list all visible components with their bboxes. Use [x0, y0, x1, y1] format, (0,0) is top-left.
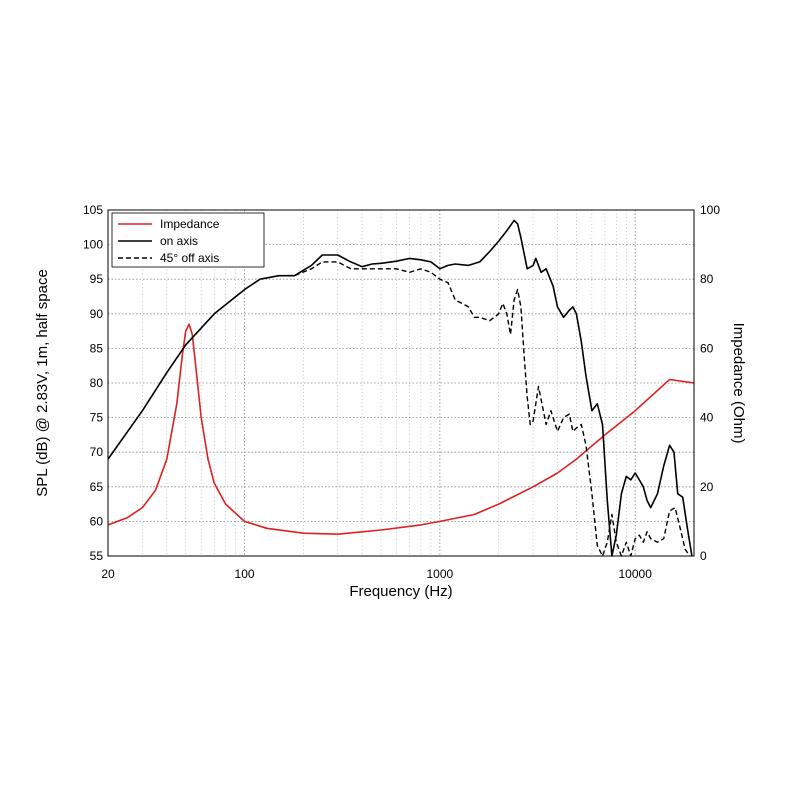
- series-line-45-off-axis: [278, 261, 691, 557]
- y-tick-label: 85: [90, 341, 104, 355]
- y-axis-left-ticks: 55 60 65 70 75 80 85 90 95 100 105: [83, 203, 103, 563]
- x-axis-ticks: 20 100 1000 10000: [101, 567, 652, 581]
- legend-label: 45° off axis: [160, 251, 219, 265]
- y-axis-right-ticks: 0 20 40 60 80 100: [700, 203, 720, 563]
- series-line-impedance: [107, 323, 695, 535]
- x-axis-title: Frequency (Hz): [349, 583, 452, 600]
- series-line-on-axis: [107, 219, 693, 557]
- x-tick-label: 10000: [619, 567, 653, 581]
- x-tick-label: 1000: [427, 567, 454, 581]
- y-axis-left-title: SPL (dB) @ 2.83V, 1m, half space: [34, 269, 51, 497]
- x-tick-label: 100: [235, 567, 255, 581]
- y-tick-label: 55: [90, 549, 104, 563]
- y2-tick-label: 100: [700, 203, 720, 217]
- plot-lines: [107, 219, 695, 557]
- y-tick-label: 65: [90, 480, 104, 494]
- y2-tick-label: 40: [700, 411, 714, 425]
- legend-label: on axis: [160, 234, 198, 248]
- y-tick-label: 95: [90, 272, 104, 286]
- y-axis-right-title: Impedance (Ohm): [730, 323, 747, 444]
- plot-frame: [107, 209, 695, 557]
- legend-label: Impedance: [160, 217, 220, 231]
- y2-tick-label: 60: [700, 341, 714, 355]
- y2-tick-label: 20: [700, 480, 714, 494]
- legend: Impedance on axis 45° off axis: [111, 212, 265, 268]
- y-tick-label: 100: [83, 238, 103, 252]
- y2-tick-label: 80: [700, 272, 714, 286]
- y-tick-label: 70: [90, 445, 104, 459]
- y-tick-label: 105: [83, 203, 103, 217]
- y-tick-label: 60: [90, 514, 104, 528]
- y-tick-label: 75: [90, 411, 104, 425]
- y-tick-label: 80: [90, 376, 104, 390]
- y2-tick-label: 0: [700, 549, 707, 563]
- y-tick-label: 90: [90, 307, 104, 321]
- grid: [108, 210, 694, 556]
- x-tick-label: 20: [101, 567, 115, 581]
